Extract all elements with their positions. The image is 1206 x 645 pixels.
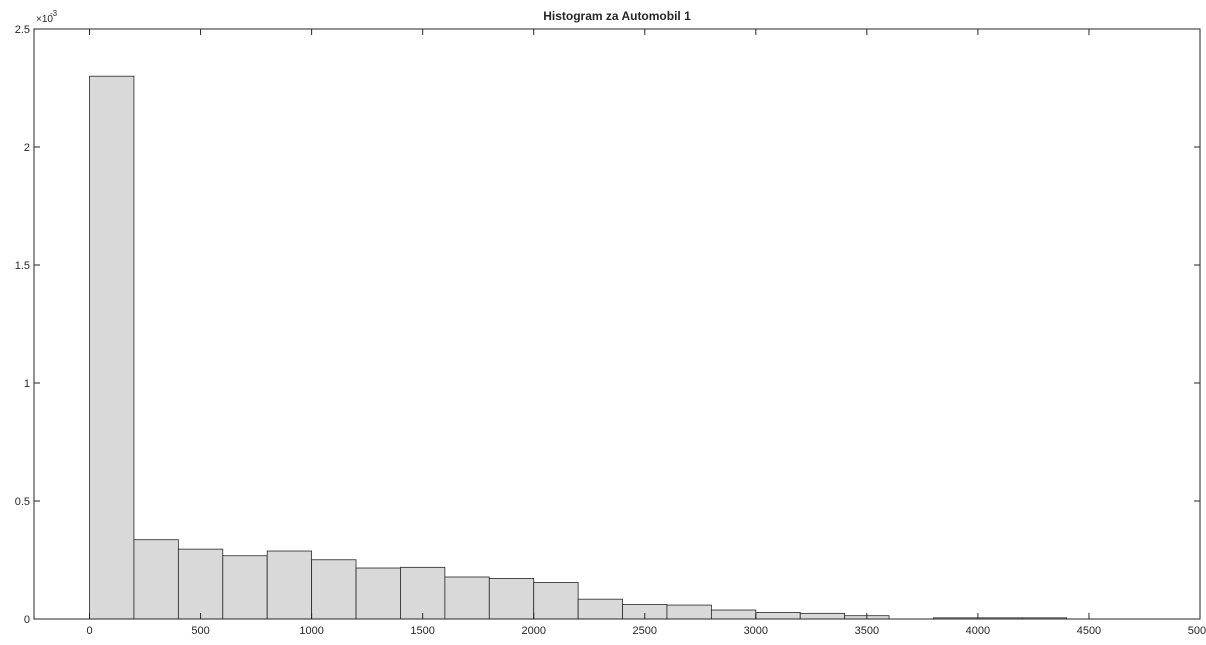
y-tick-label: 0.5 bbox=[15, 496, 30, 508]
y-tick-label: 0 bbox=[24, 614, 30, 626]
x-tick-label: 3500 bbox=[855, 625, 879, 637]
labels-layer: Histogram za Automobil 1 ×10 -3 bbox=[36, 9, 691, 25]
chart-title: Histogram za Automobil 1 bbox=[543, 9, 691, 23]
histogram-bar bbox=[355, 567, 401, 620]
axes-layer: 0 500 1000 1500 2000 2500 3000 3500 4000 4500 500 0… bbox=[15, 24, 1206, 637]
y-tick-label: 1.5 bbox=[15, 260, 30, 272]
histogram-bar bbox=[222, 555, 268, 620]
y-tick-label: 1 bbox=[24, 378, 30, 390]
histogram-bar bbox=[533, 582, 579, 620]
histogram-bar bbox=[177, 548, 224, 620]
y-exponent-base: ×10 bbox=[36, 14, 53, 25]
y-tick-label: 2 bbox=[24, 142, 30, 154]
x-tick-label: 4000 bbox=[966, 625, 990, 637]
histogram-bar bbox=[488, 578, 535, 620]
histogram-bar bbox=[755, 611, 801, 620]
x-tick-label: 0 bbox=[86, 625, 92, 637]
histogram-bar bbox=[400, 566, 446, 620]
histogram-bar bbox=[666, 604, 712, 620]
histogram-bar bbox=[133, 539, 179, 620]
histogram-bar bbox=[710, 609, 757, 620]
histogram-bar bbox=[444, 576, 490, 620]
y-tick-label: 2.5 bbox=[15, 24, 30, 36]
histogram-bar bbox=[311, 559, 357, 620]
x-tick-label: 3000 bbox=[744, 625, 768, 637]
histogram-bar bbox=[799, 612, 846, 620]
x-tick-label: 500 bbox=[191, 625, 209, 637]
histogram-bar bbox=[266, 550, 313, 620]
histogram-bar bbox=[89, 75, 135, 620]
x-tick-label: 1500 bbox=[410, 625, 434, 637]
x-tick-label: 4500 bbox=[1077, 625, 1101, 637]
x-tick-label: 1000 bbox=[299, 625, 323, 637]
bars-layer bbox=[89, 75, 1068, 620]
axes-box bbox=[33, 28, 1201, 620]
histogram-bar bbox=[577, 598, 623, 620]
x-tick-label: 2000 bbox=[521, 625, 545, 637]
x-tick-label: 2500 bbox=[633, 625, 657, 637]
y-exponent-power: -3 bbox=[50, 9, 58, 18]
